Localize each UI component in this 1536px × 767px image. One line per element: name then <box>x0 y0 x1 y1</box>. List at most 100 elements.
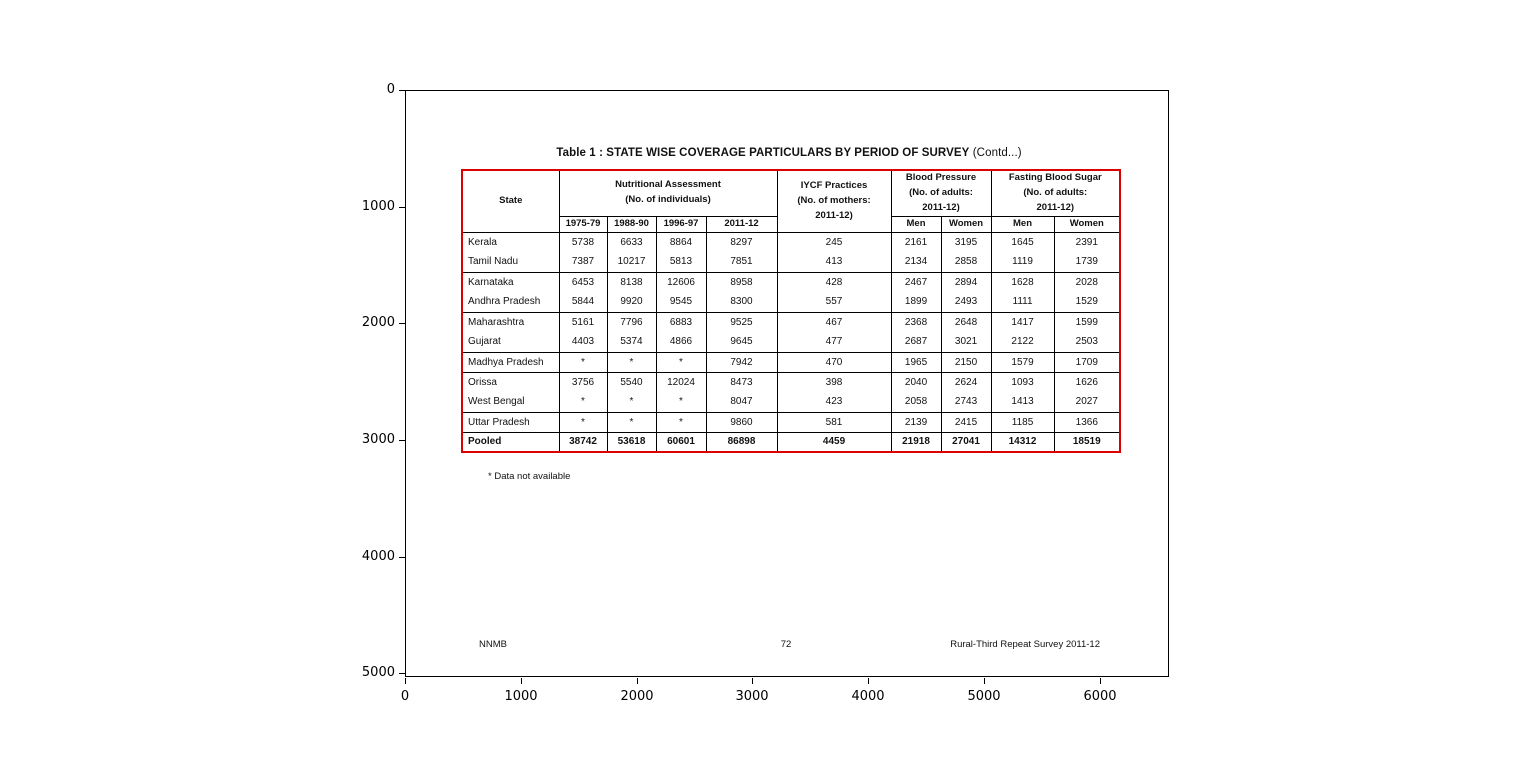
col-header-bp-women: Women <box>940 215 992 233</box>
value-cell: 2858 <box>940 252 992 272</box>
value-cell: 9645 <box>705 332 778 352</box>
table-row: Gujarat 4403 5374 4866 9645 477 2687 3021 2122 25… <box>461 332 1121 352</box>
value-cell: 7796 <box>606 311 657 332</box>
y-tick-label: 4000 <box>361 549 395 564</box>
value-cell: 9920 <box>606 292 657 312</box>
value-cell: * <box>655 411 707 432</box>
value-cell: 398 <box>776 371 892 392</box>
col-group-nutritional-assessment: Nutritional Assessment (No. of individua… <box>558 169 778 217</box>
value-cell: 4403 <box>558 332 608 352</box>
value-cell: 1579 <box>990 351 1055 372</box>
table-title: Table 1 : STATE WISE COVERAGE PARTICULAR… <box>459 147 1119 159</box>
value-cell: * <box>558 411 608 432</box>
value-cell: 6453 <box>558 271 608 292</box>
value-cell: 12024 <box>655 371 707 392</box>
x-tick-label: 3000 <box>735 689 769 704</box>
value-cell: 27041 <box>940 431 992 452</box>
value-cell: 2122 <box>990 332 1055 352</box>
na-header-line2: (No. of individuals) <box>625 194 711 206</box>
value-cell: 8958 <box>705 271 778 292</box>
table-row: Uttar Pradesh * * * 9860 581 2139 2415 1185 1366 <box>461 411 1121 432</box>
value-cell: 8473 <box>705 371 778 392</box>
value-cell: * <box>655 392 707 412</box>
y-tick-mark <box>399 323 405 324</box>
value-cell: 8047 <box>705 392 778 412</box>
value-cell: 9860 <box>705 411 778 432</box>
value-cell: 2493 <box>940 292 992 312</box>
value-cell: 423 <box>776 392 892 412</box>
value-cell: 1119 <box>990 252 1055 272</box>
value-cell: * <box>606 392 657 412</box>
col-header-bp-men: Men <box>890 215 942 233</box>
state-cell: Kerala <box>461 232 560 252</box>
iycf-header-line1: IYCF Practices <box>800 180 868 192</box>
value-cell: 1899 <box>890 292 942 312</box>
iycf-header-line2: (No. of mothers: <box>797 194 871 206</box>
value-cell: 1185 <box>990 411 1055 432</box>
value-cell: 5738 <box>558 232 608 252</box>
value-cell: 2028 <box>1053 271 1121 292</box>
value-cell: 2139 <box>890 411 942 432</box>
state-cell: West Bengal <box>461 392 560 412</box>
value-cell: 3756 <box>558 371 608 392</box>
y-tick-mark <box>399 440 405 441</box>
col-header-iycf: IYCF Practices (No. of mothers: 2011-12) <box>776 169 892 233</box>
x-tick-label: 6000 <box>1083 689 1117 704</box>
y-tick-mark <box>399 90 405 91</box>
y-tick-label: 1000 <box>361 199 395 214</box>
col-header-fbs-women: Women <box>1053 215 1121 233</box>
table-body: Kerala 5738 6633 8864 8297 245 2161 3195 1645 239… <box>461 232 1121 452</box>
state-cell: Pooled <box>461 431 560 452</box>
table-row: Andhra Pradesh 5844 9920 9545 8300 557 1899 249… <box>461 292 1121 312</box>
y-tick-mark <box>399 207 405 208</box>
x-tick-mark <box>984 678 985 684</box>
value-cell: 413 <box>776 252 892 272</box>
bp-header-line1: Blood Pressure <box>905 172 977 184</box>
value-cell: 581 <box>776 411 892 432</box>
value-cell: 5844 <box>558 292 608 312</box>
value-cell: 4459 <box>776 431 892 452</box>
y-tick-label: 2000 <box>361 315 395 330</box>
state-cell: Karnataka <box>461 271 560 292</box>
y-tick-label: 0 <box>386 82 395 97</box>
value-cell: 2391 <box>1053 232 1121 252</box>
value-cell: 1417 <box>990 311 1055 332</box>
value-cell: 2467 <box>890 271 942 292</box>
footer-page-number: 72 <box>780 639 792 650</box>
x-tick-mark <box>521 678 522 684</box>
value-cell: 2027 <box>1053 392 1121 412</box>
value-cell: 467 <box>776 311 892 332</box>
bp-header-line3: 2011-12) <box>922 201 960 213</box>
state-cell: Andhra Pradesh <box>461 292 560 312</box>
value-cell: 1599 <box>1053 311 1121 332</box>
value-cell: 8297 <box>705 232 778 252</box>
value-cell: 8864 <box>655 232 707 252</box>
state-cell: Uttar Pradesh <box>461 411 560 432</box>
value-cell: 2150 <box>940 351 992 372</box>
value-cell: 5813 <box>655 252 707 272</box>
state-cell: Tamil Nadu <box>461 252 560 272</box>
x-tick-mark <box>752 678 753 684</box>
value-cell: 1626 <box>1053 371 1121 392</box>
table-row: Maharashtra 5161 7796 6883 9525 467 2368 2648 14… <box>461 311 1121 332</box>
value-cell: 2624 <box>940 371 992 392</box>
value-cell: 1965 <box>890 351 942 372</box>
value-cell: 7942 <box>705 351 778 372</box>
col-group-fasting-blood-sugar: Fasting Blood Sugar (No. of adults: 2011… <box>990 169 1121 217</box>
col-header-2011-12: 2011-12 <box>705 215 778 233</box>
value-cell: 2134 <box>890 252 942 272</box>
value-cell: 21918 <box>890 431 942 452</box>
value-cell: 3021 <box>940 332 992 352</box>
table-row: Kerala 5738 6633 8864 8297 245 2161 3195 1645 239… <box>461 232 1121 252</box>
value-cell: * <box>558 351 608 372</box>
table-row: Madhya Pradesh * * * 7942 470 1965 2150 1579 1709 <box>461 351 1121 372</box>
value-cell: 1093 <box>990 371 1055 392</box>
bp-header-line2: (No. of adults: <box>909 186 973 198</box>
coverage-table: State Nutritional Assessment (No. of ind… <box>461 169 1122 453</box>
value-cell: 12606 <box>655 271 707 292</box>
value-cell: 2648 <box>940 311 992 332</box>
table-row: Orissa 3756 5540 12024 8473 398 2040 2624 1093 16… <box>461 371 1121 392</box>
value-cell: * <box>655 351 707 372</box>
value-cell: 8300 <box>705 292 778 312</box>
value-cell: 6883 <box>655 311 707 332</box>
